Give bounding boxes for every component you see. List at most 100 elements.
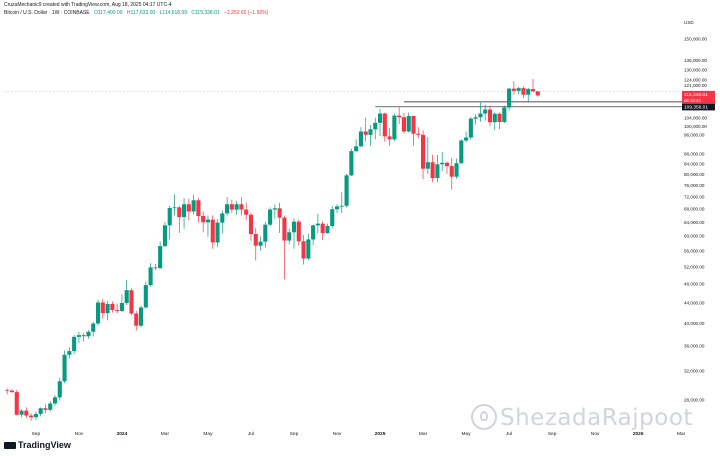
candle-body [483, 109, 488, 114]
y-tick-label: USD [684, 20, 694, 25]
candle-body [301, 241, 306, 259]
x-tick-label: 2025 [375, 431, 386, 437]
x-tick-label: May [203, 431, 213, 437]
candle-body [234, 204, 239, 210]
candle-body [33, 413, 38, 418]
ohlc-open: O117,400.00 [93, 10, 123, 16]
candle-body [311, 225, 316, 240]
candle-body [459, 140, 464, 164]
y-tick-label: 52,000.00 [684, 264, 705, 269]
candle-body [511, 88, 516, 91]
candle-body [363, 131, 368, 135]
candle-body [177, 207, 182, 217]
candle-body [43, 408, 48, 410]
candle-body [487, 109, 493, 123]
watermark-icon [471, 404, 497, 430]
candle-body [248, 214, 254, 235]
candle-body [48, 403, 53, 410]
candle-body [339, 205, 344, 207]
y-tick-label: 96,000.00 [684, 133, 705, 138]
candle-body [354, 146, 359, 152]
y-tick-label: 60,000.00 [684, 234, 705, 239]
candle-body [67, 351, 72, 355]
y-tick-label: 48,000.00 [684, 282, 705, 287]
candle-body [320, 223, 325, 233]
candle-body [306, 239, 311, 259]
candle-body [358, 131, 363, 147]
candle-body [344, 175, 349, 206]
candle-body [153, 267, 158, 269]
candle-body [430, 162, 435, 179]
candle-body [182, 204, 187, 217]
candle-body [387, 136, 392, 140]
x-tick-label: Mar [677, 431, 686, 437]
candle-body [253, 234, 258, 246]
watermark-text: ShezadaRajpoot [500, 405, 693, 431]
candle-body [134, 313, 139, 326]
candle-body [244, 209, 249, 215]
y-tick-label: 44,000.00 [684, 300, 705, 305]
candle-body [29, 415, 34, 418]
candle-body [86, 331, 91, 337]
candle-body [397, 115, 402, 118]
candle-body [473, 117, 478, 119]
y-tick-label: 88,000.00 [684, 151, 705, 156]
candle-body [401, 117, 406, 132]
y-tick-label: 136,000.00 [684, 58, 707, 63]
candle-body [201, 216, 206, 223]
candle-body [530, 89, 536, 92]
candle-body [143, 285, 148, 308]
candle-body [162, 225, 167, 247]
candle-body [72, 336, 77, 352]
tradingview-logo-text: TradingView [18, 440, 71, 450]
symbol-name: Bitcoin / U.S. Dollar · 1W · COINBASE [4, 10, 90, 16]
tradingview-logo[interactable]: TradingView [4, 440, 71, 450]
candle-body [148, 267, 153, 286]
candle-body [76, 335, 81, 337]
candle-body [492, 113, 497, 123]
x-tick-label: 2024 [117, 431, 128, 437]
candle-body [19, 410, 24, 415]
x-tick-label: Sep [32, 431, 41, 437]
y-tick-label: 76,000.00 [684, 183, 705, 188]
candle-body [14, 392, 19, 415]
last-price-countdown: 06:19:42 [684, 98, 701, 103]
candle-body [186, 204, 191, 212]
candle-body [421, 134, 426, 169]
candle-body [124, 290, 129, 303]
candle-body [91, 323, 96, 332]
candle-body [191, 200, 196, 212]
candle-body [440, 162, 445, 165]
ohlc-change: −2,252.60 (−1.92%) [224, 10, 269, 16]
candle-body [382, 113, 387, 137]
candle-body [377, 113, 383, 123]
candle-body [138, 307, 144, 326]
candle-body [502, 107, 507, 123]
x-tick-label: Mar [419, 431, 428, 437]
candle-body [464, 137, 469, 141]
x-tick-label: Sep [548, 431, 557, 437]
candle-body [119, 302, 124, 311]
level-price-label: 109,358.01 [684, 105, 708, 111]
candle-body [478, 113, 483, 118]
candle-body [225, 204, 230, 214]
y-tick-label: 100,000.00 [684, 124, 707, 129]
symbol-info: Bitcoin / U.S. Dollar · 1W · COINBASE O1… [4, 10, 271, 16]
x-tick-label: May [462, 431, 472, 437]
candle-body [282, 217, 287, 241]
candle-body [526, 89, 531, 95]
candle-body [100, 302, 105, 314]
candle-body [406, 115, 411, 132]
ohlc-low: L114,618.99 [159, 10, 187, 16]
x-tick-label: Nov [333, 431, 342, 437]
x-tick-label: 2026 [633, 431, 644, 437]
y-tick-label: 56,000.00 [684, 248, 705, 253]
candle-body [468, 118, 473, 138]
candle-body [167, 207, 172, 226]
candle-body [215, 222, 220, 243]
candle-body [220, 213, 225, 223]
candle-body [287, 232, 292, 241]
y-tick-label: 68,000.00 [684, 207, 705, 212]
